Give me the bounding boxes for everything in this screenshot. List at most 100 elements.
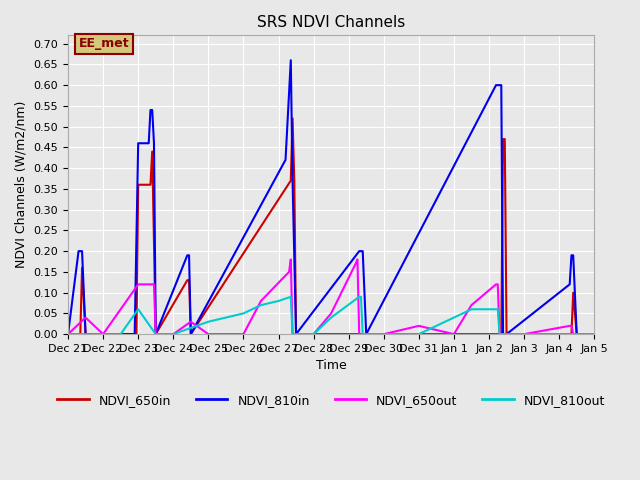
NDVI_650in xyxy=(291,178,298,183)
NDVI_810out xyxy=(222,315,230,321)
NDVI_810in xyxy=(568,252,575,258)
NDVI_650in xyxy=(82,331,90,337)
NDVI_810in xyxy=(573,331,580,337)
NDVI_650in xyxy=(568,331,575,337)
NDVI_810in xyxy=(64,331,72,337)
NDVI_650out xyxy=(380,331,388,337)
Line: NDVI_810out: NDVI_810out xyxy=(68,297,595,334)
NDVI_810out xyxy=(355,294,363,300)
NDVI_650out xyxy=(494,281,502,287)
Line: NDVI_810in: NDVI_810in xyxy=(68,60,595,334)
NDVI_810out xyxy=(257,302,265,308)
NDVI_810in xyxy=(357,248,365,254)
NDVI_810out xyxy=(152,331,159,337)
NDVI_810in xyxy=(184,252,191,258)
NDVI_810in xyxy=(287,57,294,63)
Text: EE_met: EE_met xyxy=(79,37,129,50)
NDVI_650out xyxy=(520,331,528,337)
NDVI_650in xyxy=(187,331,195,337)
Legend: NDVI_650in, NDVI_810in, NDVI_650out, NDVI_810out: NDVI_650in, NDVI_810in, NDVI_650out, NDV… xyxy=(52,389,610,411)
NDVI_650out xyxy=(591,331,598,337)
NDVI_650out xyxy=(327,311,335,316)
NDVI_810out xyxy=(494,306,502,312)
NDVI_810in xyxy=(99,331,107,337)
NDVI_810in xyxy=(145,140,152,146)
NDVI_650out xyxy=(82,315,90,321)
NDVI_810in xyxy=(502,331,510,337)
NDVI_810in xyxy=(359,248,367,254)
Line: NDVI_650in: NDVI_650in xyxy=(68,119,595,334)
NDVI_810out xyxy=(450,315,458,321)
NDVI_810out xyxy=(170,331,177,337)
NDVI_650in xyxy=(497,331,505,337)
NDVI_650out xyxy=(287,257,294,263)
NDVI_650out xyxy=(496,331,504,337)
NDVI_650out xyxy=(117,306,125,312)
NDVI_650out xyxy=(222,331,230,337)
NDVI_650out xyxy=(450,331,458,337)
NDVI_650out xyxy=(64,331,72,337)
NDVI_810in xyxy=(78,248,86,254)
NDVI_650out xyxy=(492,281,500,287)
NDVI_810in xyxy=(492,82,500,88)
NDVI_650in xyxy=(132,331,140,337)
NDVI_650in xyxy=(134,182,142,188)
NDVI_810in xyxy=(75,248,83,254)
NDVI_650in xyxy=(292,331,300,337)
NDVI_810in xyxy=(566,281,573,287)
NDVI_810out xyxy=(591,331,598,337)
NDVI_650out xyxy=(150,281,158,287)
NDVI_650out xyxy=(468,302,476,308)
NDVI_810in xyxy=(362,331,370,337)
NDVI_810in xyxy=(570,252,577,258)
NDVI_810in xyxy=(150,140,158,146)
NDVI_650out xyxy=(354,257,362,263)
NDVI_650out xyxy=(570,331,577,337)
NDVI_650out xyxy=(257,298,265,304)
NDVI_650in xyxy=(152,331,159,337)
NDVI_650out xyxy=(568,323,575,329)
NDVI_810out xyxy=(310,331,317,337)
NDVI_650out xyxy=(205,331,212,337)
NDVI_650out xyxy=(285,269,293,275)
NDVI_650in xyxy=(591,331,598,337)
NDVI_810out xyxy=(134,306,142,312)
NDVI_810in xyxy=(289,178,296,183)
NDVI_810in xyxy=(292,331,300,337)
NDVI_810in xyxy=(187,331,195,337)
NDVI_810in xyxy=(148,107,156,113)
NDVI_810out xyxy=(275,298,282,304)
NDVI_810out xyxy=(357,294,365,300)
NDVI_810in xyxy=(82,331,90,337)
NDVI_650in xyxy=(99,331,107,337)
NDVI_810in xyxy=(591,331,598,337)
NDVI_650in xyxy=(501,136,509,142)
NDVI_810out xyxy=(64,331,72,337)
NDVI_650out xyxy=(134,281,142,287)
NDVI_810out xyxy=(359,331,367,337)
NDVI_810in xyxy=(282,157,289,163)
X-axis label: Time: Time xyxy=(316,360,346,372)
NDVI_810in xyxy=(76,248,84,254)
NDVI_810out xyxy=(205,319,212,324)
NDVI_810in xyxy=(185,252,193,258)
NDVI_650in xyxy=(502,331,510,337)
NDVI_810out xyxy=(117,331,125,337)
NDVI_650out xyxy=(170,331,177,337)
NDVI_650in xyxy=(148,149,156,155)
NDVI_810in xyxy=(131,331,138,337)
NDVI_650in xyxy=(499,136,507,142)
Line: NDVI_650out: NDVI_650out xyxy=(68,260,595,334)
NDVI_810in xyxy=(499,331,507,337)
NDVI_650out xyxy=(433,327,440,333)
NDVI_650out xyxy=(310,331,317,337)
NDVI_650in xyxy=(78,265,86,271)
NDVI_650in xyxy=(185,277,193,283)
NDVI_650out xyxy=(415,323,422,329)
NDVI_810in xyxy=(355,248,363,254)
NDVI_810out xyxy=(496,331,504,337)
NDVI_650out xyxy=(187,319,195,324)
NDVI_650out xyxy=(355,331,363,337)
NDVI_810out xyxy=(468,306,476,312)
NDVI_810out xyxy=(380,331,388,337)
